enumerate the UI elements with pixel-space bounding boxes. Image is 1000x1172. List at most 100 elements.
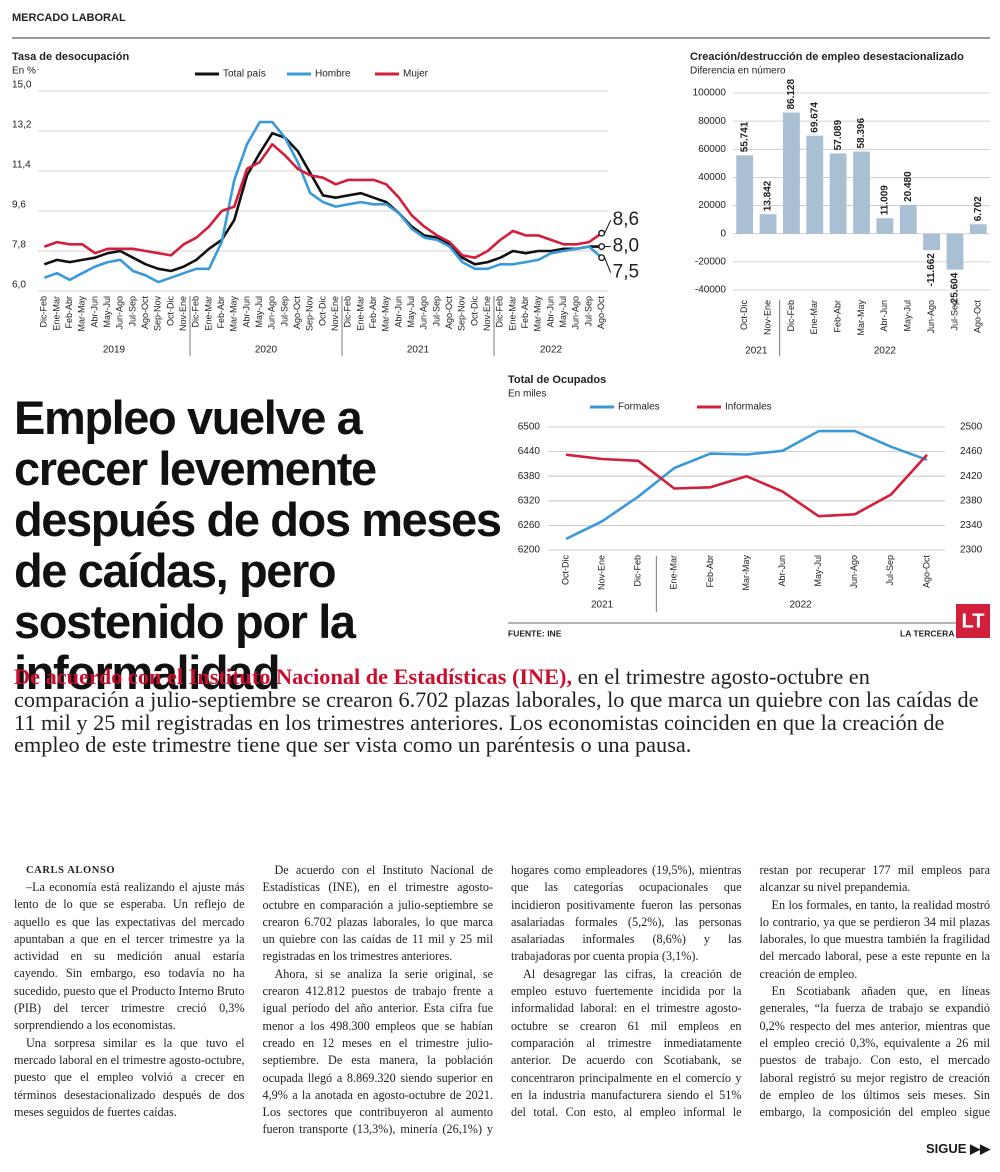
x-tick-label: Abr-Jun — [545, 296, 555, 328]
continue: SIGUE ▶▶ — [926, 1141, 991, 1156]
x-tick-label: Nov-Ene — [597, 555, 607, 590]
x-tick-label: Ago-Oct — [973, 300, 983, 334]
source: FUENTE: INE — [508, 628, 562, 638]
paragraph: De acuerdo con el Instituto Nacional de … — [262, 863, 494, 964]
x-tick-label: Ene-Mar — [809, 300, 819, 335]
x-tick-label: Ago-Oct — [596, 296, 606, 330]
lead-highlight: De acuerdo con el Instituto Nacional de … — [14, 664, 573, 689]
chart-title: Tasa de desocupación — [12, 51, 129, 63]
bar — [923, 233, 941, 251]
legend-label: Formales — [618, 402, 660, 413]
x-tick-label: May-Jul — [903, 300, 913, 332]
bar — [853, 151, 870, 234]
x-tick-label: Dic-Feb — [495, 296, 505, 328]
x-tick-label: Ene-Mar — [203, 296, 213, 331]
x-tick-label: Oct-Dic — [739, 300, 749, 330]
value-label: -25.604 — [950, 272, 961, 306]
x-group-label: 2019 — [103, 345, 126, 356]
y-axis-label: En % — [12, 66, 36, 77]
x-tick-label: Jul-Sep — [279, 296, 289, 327]
annotation: 8,0 — [613, 236, 639, 257]
y-tick-label: 100000 — [693, 88, 727, 99]
byline: CARLS ALONSO — [26, 865, 116, 876]
x-tick-label: Abr-Jun — [241, 296, 251, 328]
x-tick-label: Nov-Ene — [482, 296, 492, 331]
annotation-leader — [604, 220, 612, 234]
x-tick-label: Feb-Abr — [368, 296, 378, 329]
x-tick-label: Nov-Ene — [178, 296, 188, 331]
y-tick-label: 2380 — [960, 495, 983, 506]
end-point — [598, 229, 606, 237]
y-tick-label: -40000 — [695, 285, 727, 296]
x-tick-label: Dic-Feb — [786, 300, 796, 332]
x-tick-label: Sep-Nov — [457, 296, 467, 332]
x-tick-label: Abr-Jun — [879, 300, 889, 332]
x-tick-label: Mar-May — [856, 300, 866, 336]
x-tick-label: Oct-Dic — [317, 296, 327, 326]
y-tick-label: 2500 — [960, 422, 983, 433]
x-tick-label: Jun-Ago — [419, 296, 429, 330]
x-tick-label: Ene-Mar — [51, 296, 61, 331]
legend-label: Total país — [223, 69, 266, 80]
y-tick-label: 2420 — [960, 471, 983, 482]
x-tick-label: Jul-Sep — [127, 296, 137, 327]
x-tick-label: Ene-Mar — [669, 555, 679, 590]
y-tick-label: 2340 — [960, 520, 983, 531]
x-tick-label: May-Jul — [406, 296, 416, 328]
value-label: 13.842 — [763, 180, 774, 211]
x-group-label: 2020 — [255, 345, 278, 356]
headline: Empleo vuelve a crecer levemente después… — [14, 391, 502, 699]
series-line — [565, 429, 928, 541]
y-tick-label: 11,4 — [12, 160, 31, 171]
value-label: 55.741 — [739, 121, 750, 152]
x-tick-label: Dic-Feb — [39, 296, 49, 328]
logo-box — [956, 604, 990, 638]
paragraph: Ahora, si se analiza la serie original, … — [262, 863, 742, 1137]
x-tick-label: Feb-Abr — [705, 555, 715, 588]
x-group-label: 2021 — [745, 346, 768, 357]
y-tick-label: 15,0 — [12, 80, 32, 91]
y-tick-label: 6440 — [518, 446, 541, 457]
series-line — [43, 120, 603, 284]
x-tick-label: Jun-Ago — [267, 296, 277, 330]
x-tick-label: Mar-May — [533, 296, 543, 332]
value-label: 20.480 — [903, 171, 914, 202]
x-tick-label: Jul-Sep — [431, 296, 441, 327]
x-tick-label: Jul-Sep — [885, 555, 895, 586]
y-axis-label: Diferencia en número — [690, 66, 786, 77]
x-tick-label: Jun-Ago — [926, 300, 936, 334]
paragraph: En los formales, en tanto, la realidad m… — [759, 897, 991, 981]
section-label: MERCADO LABORAL — [12, 12, 126, 24]
x-tick-label: Jun-Ago — [115, 296, 125, 330]
y-tick-label: 2300 — [960, 545, 983, 556]
y-tick-label: 7,8 — [12, 240, 26, 251]
y-tick-label: 6,0 — [12, 280, 26, 291]
x-tick-label: Feb-Abr — [216, 296, 226, 329]
y-tick-label: 0 — [720, 228, 726, 239]
bar — [829, 153, 847, 234]
annotation: 8,6 — [613, 209, 639, 230]
x-tick-label: Sep-Nov — [305, 296, 315, 332]
chart-title: Creación/destrucción de empleo desestaci… — [690, 51, 964, 63]
series-line — [565, 453, 928, 518]
x-tick-label: Feb-Abr — [833, 300, 843, 333]
x-tick-label: Mar-May — [741, 555, 751, 591]
y-tick-label: 13,2 — [12, 120, 32, 131]
x-tick-label: Oct-Dic — [560, 555, 570, 585]
end-point — [598, 243, 606, 251]
x-tick-label: Abr-Jun — [777, 555, 787, 587]
x-tick-label: Abr-Jun — [89, 296, 99, 328]
x-group-label: 2021 — [591, 600, 614, 611]
x-tick-label: Feb-Abr — [520, 296, 530, 329]
y-tick-label: 80000 — [698, 116, 726, 127]
y-tick-label: 2460 — [960, 446, 983, 457]
lead-text: en el trimestre agosto-octubre en compar… — [14, 664, 979, 758]
y-tick-label: 20000 — [698, 200, 726, 211]
x-tick-label: Jun-Ago — [571, 296, 581, 330]
y-tick-label: 6500 — [518, 422, 541, 433]
series-line — [43, 143, 603, 259]
x-tick-label: Oct-Dic — [469, 296, 479, 326]
x-tick-label: Feb-Abr — [64, 296, 74, 329]
paragraph: Al desagregar las cifras, la creación de… — [511, 863, 990, 1120]
paragraph: Una sorpresa similar es la que tuvo el m… — [14, 1035, 245, 1119]
